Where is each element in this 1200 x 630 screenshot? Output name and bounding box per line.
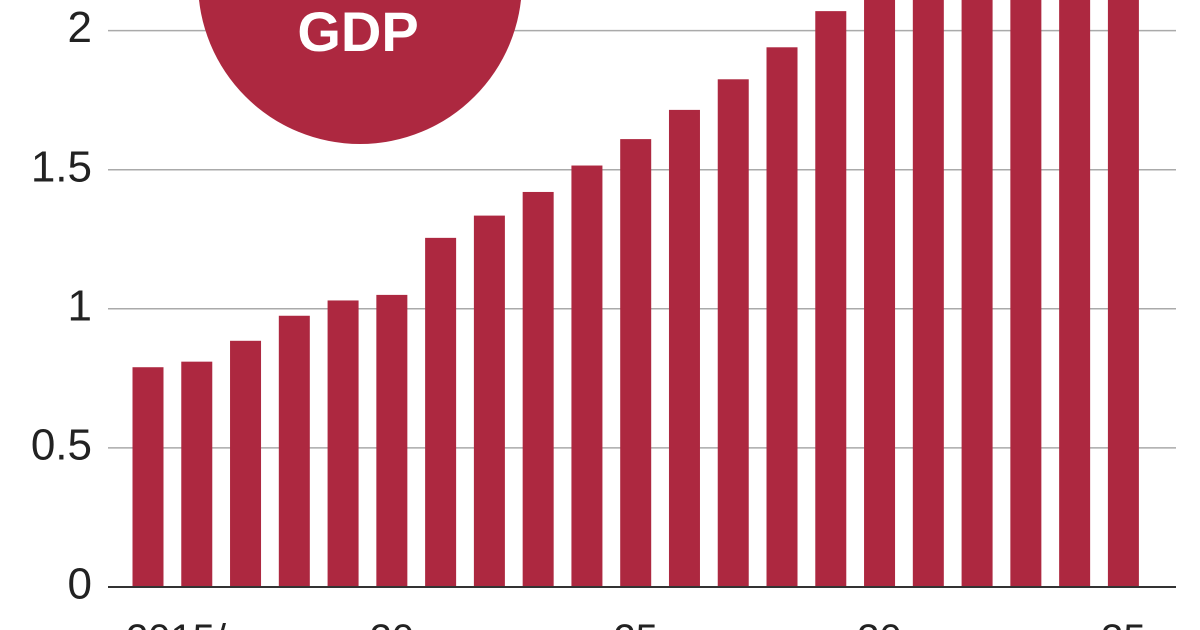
bar [620,139,652,587]
bar [181,361,213,587]
bar [473,215,505,587]
bar [425,237,457,587]
bar [376,294,408,587]
bar [815,11,847,587]
bar [327,300,359,587]
y-tick-label: 0.5 [31,421,92,470]
bar [668,109,700,587]
y-tick-label: 2 [68,3,92,52]
title-badge [199,0,521,144]
x-tick-label: 2015/ [126,617,227,630]
bar [571,165,603,587]
bar [961,0,993,587]
labels: 0 0.5 1 1.5 2 2015/20 25 30 35 [31,3,1146,630]
bar [278,315,310,587]
bar [1107,0,1139,587]
x-tick-label: 25 [613,617,658,630]
y-tick-label: 0 [68,560,92,609]
x-tick-label: 30 [857,617,902,630]
chart-title: GDP [297,0,418,63]
x-tick-label: 20 [370,617,415,630]
bar [1010,0,1042,587]
y-tick-label: 1 [68,281,92,330]
bar [717,79,749,587]
bar [912,0,944,587]
x-tick-label: 35 [1101,617,1146,630]
bar [1059,0,1091,587]
bar [766,47,798,587]
bar [864,0,896,587]
bar [230,340,262,587]
y-tick-label: 1.5 [31,142,92,191]
bar [132,367,164,587]
bar [522,191,554,587]
bars [132,0,1139,587]
